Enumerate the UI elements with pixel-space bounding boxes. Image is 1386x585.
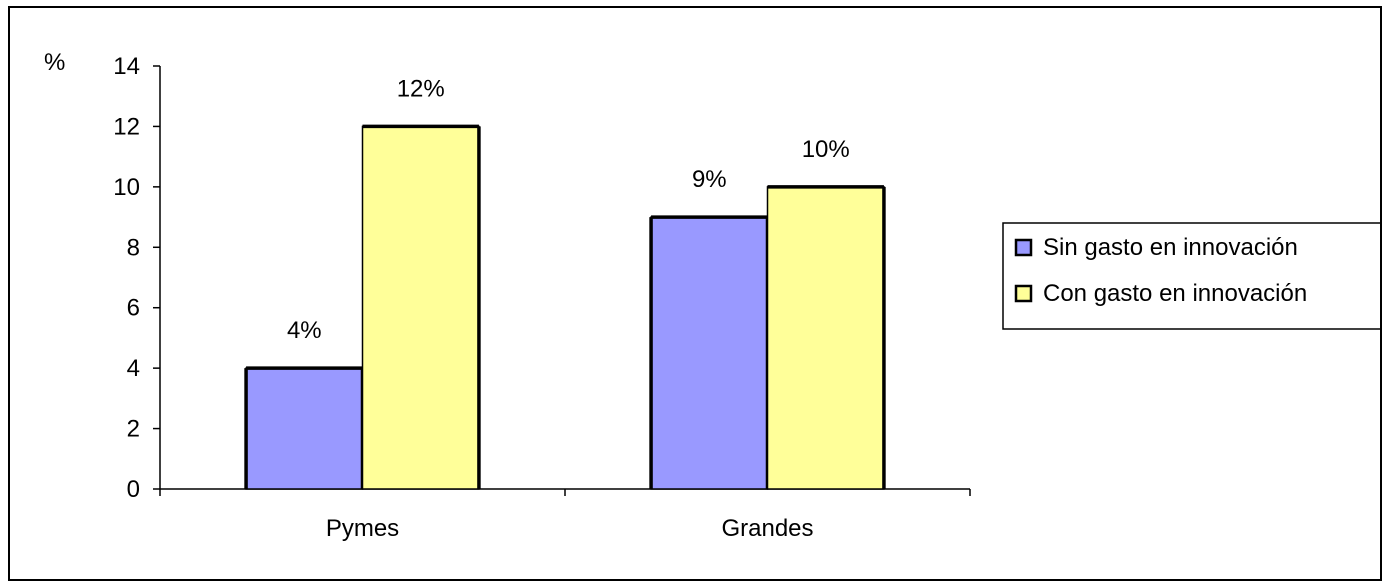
bar <box>766 186 885 490</box>
data-label: 12% <box>397 75 445 102</box>
y-tick-label: 2 <box>127 416 140 443</box>
data-label: 10% <box>802 136 850 163</box>
y-tick-label: 0 <box>127 476 140 503</box>
legend: Sin gasto en innovación Con gasto en inno… <box>1002 222 1380 330</box>
x-tick-label: Pymes <box>326 515 399 542</box>
chart-frame: % 0 2 4 6 8 10 12 14 Pymes Grandes 4% 12% 9% 10% Sin … <box>8 6 1382 581</box>
legend-box <box>1002 222 1380 330</box>
x-tick-label: Grandes <box>721 515 813 542</box>
y-axis-label: % <box>44 49 65 76</box>
legend-label: Sin gasto en innovación <box>1043 234 1298 261</box>
legend-swatch <box>1014 284 1033 303</box>
bar <box>650 216 769 490</box>
bar <box>361 125 480 490</box>
plot-area: 0 2 4 6 8 10 12 14 Pymes Grandes 4% 12% 9% 10% <box>113 53 971 542</box>
bar-chart: % 0 2 4 6 8 10 12 14 Pymes Grandes 4% 12% 9% 10% Sin … <box>44 49 1380 542</box>
y-tick-label: 12 <box>113 113 140 140</box>
y-tick-label: 10 <box>113 174 140 201</box>
legend-swatch <box>1014 238 1033 257</box>
data-label: 4% <box>287 317 322 344</box>
y-tick-label: 8 <box>127 234 140 261</box>
bar <box>245 367 364 490</box>
y-tick-label: 14 <box>113 53 140 80</box>
y-tick-label: 6 <box>127 295 140 322</box>
y-tick-label: 4 <box>127 355 140 382</box>
legend-label: Con gasto en innovación <box>1043 280 1307 307</box>
data-label: 9% <box>692 166 727 193</box>
